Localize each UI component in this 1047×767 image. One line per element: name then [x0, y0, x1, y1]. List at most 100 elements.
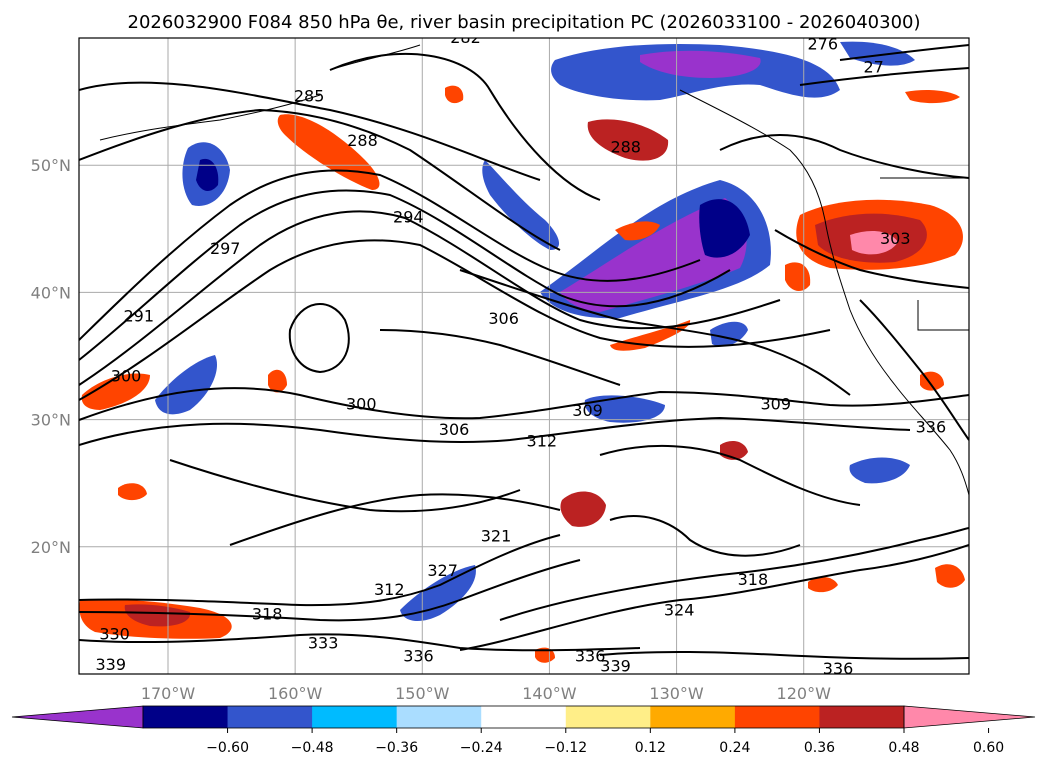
- contour-line: [379, 329, 621, 386]
- colorbar-bin: [734, 706, 820, 728]
- colorbar-tick-label: 0.36: [804, 740, 835, 756]
- contour-label: 336: [403, 646, 434, 665]
- figure-title: 2026032900 F084 850 hPa θe, river basin …: [128, 12, 921, 33]
- pos-region-11: [268, 369, 287, 393]
- neg-region-8: [849, 457, 910, 484]
- contour-label: 303: [880, 229, 911, 248]
- colorbar-bin: [650, 706, 736, 728]
- colorbar-bin: [143, 706, 229, 728]
- contour-label: 300: [346, 394, 377, 413]
- contour-line: [79, 108, 561, 251]
- contour-label: 339: [96, 655, 127, 674]
- contour-label: 306: [488, 309, 519, 328]
- pos-region-18: [535, 647, 555, 663]
- latitude-label: 40°N: [31, 283, 71, 302]
- pos-region-7: [445, 85, 464, 104]
- latitude-label: 20°N: [31, 538, 71, 557]
- neg-region-4: [482, 160, 560, 250]
- contour-line: [79, 210, 781, 386]
- contour-line: [79, 633, 641, 652]
- map-frame: [78, 37, 970, 675]
- colorbar-tick-label: 0.24: [719, 740, 750, 756]
- contour-line: [774, 229, 969, 289]
- coastline-alaska-south: [329, 44, 421, 71]
- longitude-label: 150°W: [395, 684, 450, 703]
- neg-region-3-core: [196, 158, 219, 192]
- colorbar-bin: [312, 706, 398, 728]
- contour-line: [599, 444, 861, 506]
- colorbar-frame: [142, 705, 905, 729]
- longitude-label: 160°W: [268, 684, 323, 703]
- contour-label: 276: [808, 34, 839, 53]
- contour-label: 309: [572, 401, 603, 420]
- contour-line: [79, 239, 831, 401]
- coastlines: [99, 44, 969, 496]
- contour-line: [329, 52, 601, 201]
- contour-label: 312: [527, 431, 558, 450]
- contour-line: [79, 169, 701, 341]
- contour-label: 312: [374, 580, 405, 599]
- pos-region-8: [905, 89, 960, 104]
- pos-region-17: [118, 483, 147, 501]
- contour-label: 330: [99, 625, 130, 644]
- contour-label: 306: [439, 420, 470, 439]
- colorbar-tick-label: −0.48: [291, 740, 334, 756]
- contour-line: [79, 81, 541, 181]
- contour-line: [79, 416, 911, 446]
- neg-region-5: [155, 355, 218, 415]
- pos-region-2-peak: [850, 230, 898, 255]
- colorbar-extend-max: [903, 705, 1036, 729]
- contour-label: 318: [252, 604, 283, 623]
- theta-e-contours: [79, 44, 969, 660]
- colorbar-tick-label: −0.12: [544, 740, 587, 756]
- contour-label: 333: [308, 634, 339, 653]
- contour-label: 300: [111, 366, 142, 385]
- neg-region-6: [584, 395, 665, 423]
- contour-label: 324: [664, 600, 695, 619]
- neg-region-10: [840, 41, 915, 66]
- longitude-label: 170°W: [141, 684, 196, 703]
- contour-label: 309: [760, 394, 791, 413]
- colorbar-extend-min: [11, 705, 144, 729]
- contour-line: [459, 269, 851, 396]
- contour-label: 336: [575, 646, 606, 665]
- contour-line: [599, 650, 969, 660]
- contour-line: [459, 544, 969, 651]
- state-border: [917, 300, 969, 331]
- contour-label: 327: [427, 561, 458, 580]
- longitude-label: 140°W: [522, 684, 577, 703]
- contour-line: [499, 527, 969, 621]
- pos-region-3: [587, 119, 669, 161]
- contour-line: [79, 559, 581, 622]
- latitude-label: 50°N: [31, 156, 71, 175]
- colorbar-tick-label: −0.36: [375, 740, 418, 756]
- contour-label: 288: [610, 137, 641, 156]
- contour-label: 297: [210, 239, 241, 258]
- map-panel: 276 27 282 285 288 288 294 297 291 303 306 300 300 30…: [0, 34, 970, 703]
- colorbar-bin: [396, 706, 482, 728]
- colorbar-bin: [565, 706, 651, 728]
- contour-line: [79, 189, 731, 361]
- pos-region-5-core: [124, 604, 191, 627]
- latitude-labels: 50°N 40°N 30°N 20°N: [31, 156, 71, 557]
- colorbar-tick-label: 0.48: [888, 740, 919, 756]
- contour-label: 27: [863, 57, 883, 76]
- colorbar-tick-label: −0.24: [460, 740, 503, 756]
- contour-label: 336: [0, 637, 18, 656]
- contour-line: [79, 534, 561, 607]
- longitude-labels: 170°W 160°W 150°W 140°W 130°W 120°W: [141, 684, 831, 703]
- contour-line: [839, 44, 969, 61]
- contour-label: 318: [738, 570, 769, 589]
- contour-line: [859, 299, 969, 441]
- pos-region-14: [808, 576, 838, 593]
- contour-label: 285: [294, 87, 325, 106]
- neg-region-7: [400, 565, 476, 622]
- contour-label: 336: [916, 417, 947, 436]
- map-background: [79, 38, 969, 674]
- contour-line: [169, 459, 521, 513]
- longitude-label: 130°W: [649, 684, 704, 703]
- coastline-aleutians: [99, 94, 321, 141]
- longitude-label: 120°W: [777, 684, 832, 703]
- contour-line: [719, 134, 969, 179]
